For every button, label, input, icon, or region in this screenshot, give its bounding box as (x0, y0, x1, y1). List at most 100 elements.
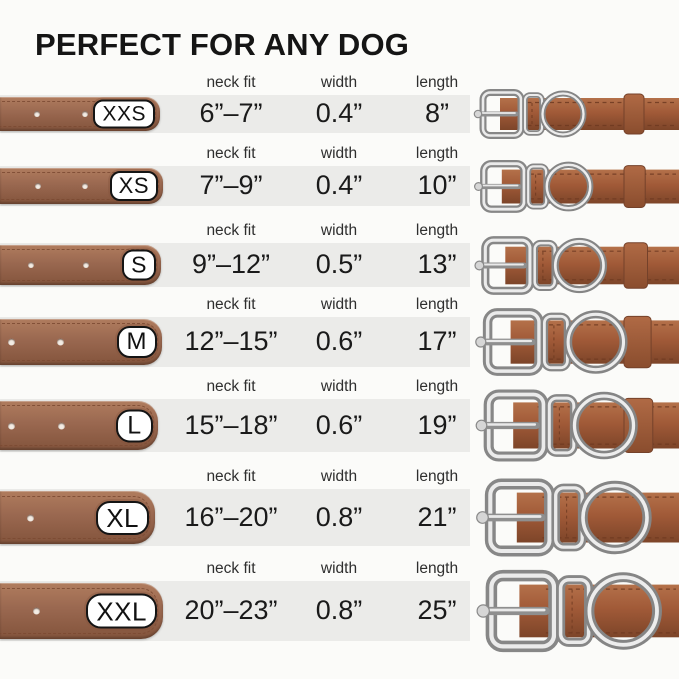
belt-buckle-icon (473, 159, 679, 213)
size-badge: S (122, 249, 156, 281)
label-width: width (320, 74, 358, 91)
strap-hole (82, 111, 88, 117)
value-width: 0.8” (315, 502, 363, 532)
column-length: length 8” (362, 74, 512, 129)
size-badge: L (116, 409, 153, 442)
label-length: length (415, 222, 459, 239)
collar-strap: XXL (0, 583, 163, 639)
value-width: 0.5” (315, 249, 363, 279)
label-neck-fit: neck fit (206, 296, 256, 313)
strap-hole (28, 262, 34, 268)
column-neck-fit: neck fit 12”–15” (156, 296, 306, 357)
collar-buckle-photo (470, 155, 679, 218)
belt-buckle-icon (473, 89, 679, 139)
column-width: width 0.6” (264, 296, 414, 357)
column-neck-fit: neck fit 16”–20” (156, 468, 306, 533)
strap-hole (57, 338, 64, 346)
collar-strap: XL (0, 491, 155, 544)
value-neck-fit: 16”–20” (184, 502, 278, 532)
label-length: length (415, 296, 459, 313)
label-width: width (320, 296, 358, 313)
value-length: 13” (417, 249, 457, 279)
collar-strap: L (0, 401, 158, 450)
page-title: PERFECT FOR ANY DOG (35, 27, 410, 62)
column-neck-fit: neck fit 20”–23” (156, 560, 306, 626)
value-length: 25” (417, 595, 457, 625)
label-length: length (415, 378, 459, 395)
label-neck-fit: neck fit (206, 378, 256, 395)
column-width: width 0.6” (264, 378, 414, 441)
column-neck-fit: neck fit 6”–7” (156, 74, 306, 129)
belt-buckle-icon (476, 569, 679, 653)
collar-buckle-photo (470, 384, 679, 467)
label-neck-fit: neck fit (206, 468, 256, 485)
column-width: width 0.4” (264, 74, 414, 129)
label-neck-fit: neck fit (206, 145, 256, 162)
strap-hole (82, 183, 88, 189)
column-width: width 0.5” (264, 222, 414, 280)
size-badge: M (116, 326, 157, 358)
label-neck-fit: neck fit (206, 560, 256, 577)
collar-strap: XS (0, 168, 163, 204)
label-neck-fit: neck fit (206, 222, 256, 239)
belt-buckle-icon (474, 236, 679, 295)
collar-strap: M (0, 319, 162, 365)
value-length: 19” (417, 410, 457, 440)
column-neck-fit: neck fit 15”–18” (156, 378, 306, 441)
column-width: width 0.8” (264, 560, 414, 626)
strap-hole (8, 338, 15, 346)
label-length: length (415, 145, 459, 162)
label-length: length (415, 468, 459, 485)
value-neck-fit: 20”–23” (184, 595, 278, 625)
value-length: 21” (417, 502, 457, 532)
label-neck-fit: neck fit (206, 74, 256, 91)
label-width: width (320, 222, 358, 239)
label-length: length (415, 560, 459, 577)
value-width: 0.6” (315, 410, 363, 440)
column-length: length 19” (362, 378, 512, 441)
label-length: length (415, 74, 459, 91)
strap-hole (34, 111, 40, 117)
label-width: width (320, 560, 358, 577)
label-width: width (320, 378, 358, 395)
collar-buckle-photo (470, 303, 679, 381)
value-width: 0.4” (315, 170, 363, 200)
column-width: width 0.8” (264, 468, 414, 533)
collar-buckle-photo (470, 564, 679, 658)
column-length: length 17” (362, 296, 512, 357)
size-badge: XXL (86, 593, 157, 629)
column-length: length 21” (362, 468, 512, 533)
belt-buckle-icon (475, 389, 679, 462)
label-width: width (320, 468, 358, 485)
value-length: 17” (417, 326, 457, 356)
belt-buckle-icon (476, 478, 679, 557)
column-length: length 25” (362, 560, 512, 626)
value-length: 8” (424, 98, 449, 128)
strap-hole (8, 422, 15, 429)
column-length: length 13” (362, 222, 512, 280)
belt-buckle-icon (475, 308, 679, 376)
strap-hole (27, 514, 34, 521)
collar-buckle-photo (470, 84, 679, 144)
strap-hole (33, 607, 40, 615)
value-neck-fit: 15”–18” (184, 410, 278, 440)
size-badge: XXS (93, 99, 155, 129)
size-badge: XL (96, 500, 149, 535)
value-neck-fit: 6”–7” (199, 98, 263, 128)
column-neck-fit: neck fit 7”–9” (156, 145, 306, 201)
strap-hole (35, 183, 41, 189)
strap-hole (58, 422, 65, 429)
column-length: length 10” (362, 145, 512, 201)
column-neck-fit: neck fit 9”–12” (156, 222, 306, 280)
value-neck-fit: 12”–15” (184, 326, 278, 356)
value-neck-fit: 7”–9” (199, 170, 263, 200)
column-width: width 0.4” (264, 145, 414, 201)
collar-strap: S (0, 245, 161, 285)
collar-strap: XXS (0, 97, 160, 131)
value-width: 0.8” (315, 595, 363, 625)
value-neck-fit: 9”–12” (191, 249, 271, 279)
collar-buckle-photo (470, 231, 679, 300)
size-badge: XS (109, 171, 158, 201)
value-width: 0.4” (315, 98, 363, 128)
